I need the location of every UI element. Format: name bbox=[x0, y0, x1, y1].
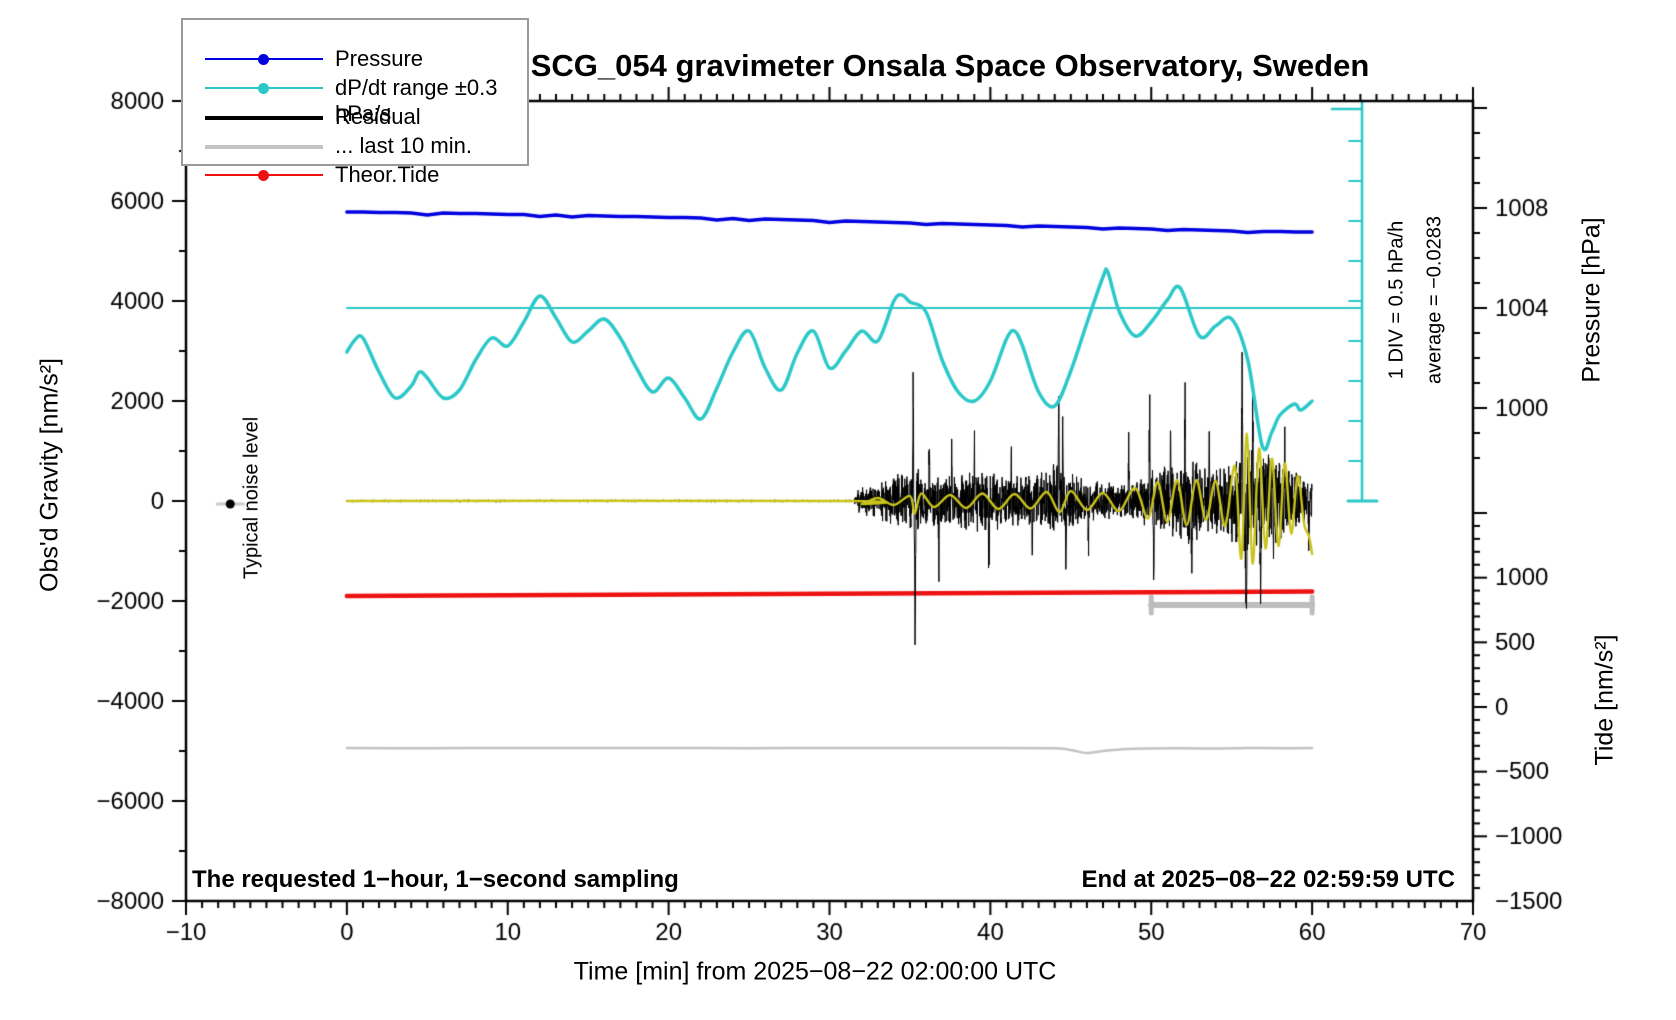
legend-label: Theor.Tide bbox=[335, 162, 440, 187]
div-scale-label: 1 DIV = 0.5 hPa/h bbox=[1385, 220, 1408, 380]
tide-axis-label: Tide [nm/s²] bbox=[1590, 634, 1619, 766]
x-axis-label: Time [min] from 2025−08−22 02:00:00 UTC bbox=[573, 957, 1057, 986]
legend-label: Pressure bbox=[335, 46, 424, 71]
sampling-note: The requested 1−hour, 1−second sampling bbox=[192, 866, 679, 893]
legend-label: ... last 10 min. bbox=[335, 133, 472, 158]
pressure-axis-label: Pressure [hPa] bbox=[1577, 217, 1606, 383]
typical-noise-level-label: Typical noise level bbox=[240, 416, 263, 580]
legend-label: dP/dt range ±0.3 hPa/s bbox=[335, 75, 498, 126]
last10-line-swatch bbox=[205, 145, 323, 149]
legend: Pressure dP/dt range ±0.3 hPa/s Residual… bbox=[181, 18, 529, 187]
tide-dot-swatch bbox=[258, 170, 269, 181]
end-time-note: End at 2025−08−22 02:59:59 UTC bbox=[1081, 866, 1455, 893]
average-label: average = −0.0283 bbox=[1423, 216, 1446, 384]
dpdt-dot-swatch bbox=[258, 83, 269, 94]
gravity-axis-label: Obs'd Gravity [nm/s²] bbox=[35, 358, 64, 592]
pressure-dot-swatch bbox=[258, 54, 269, 65]
legend-label: Residual bbox=[335, 104, 421, 129]
residual-line-swatch bbox=[205, 116, 323, 120]
chart-title: SCG_054 gravimeter Onsala Space Observat… bbox=[530, 48, 1370, 83]
